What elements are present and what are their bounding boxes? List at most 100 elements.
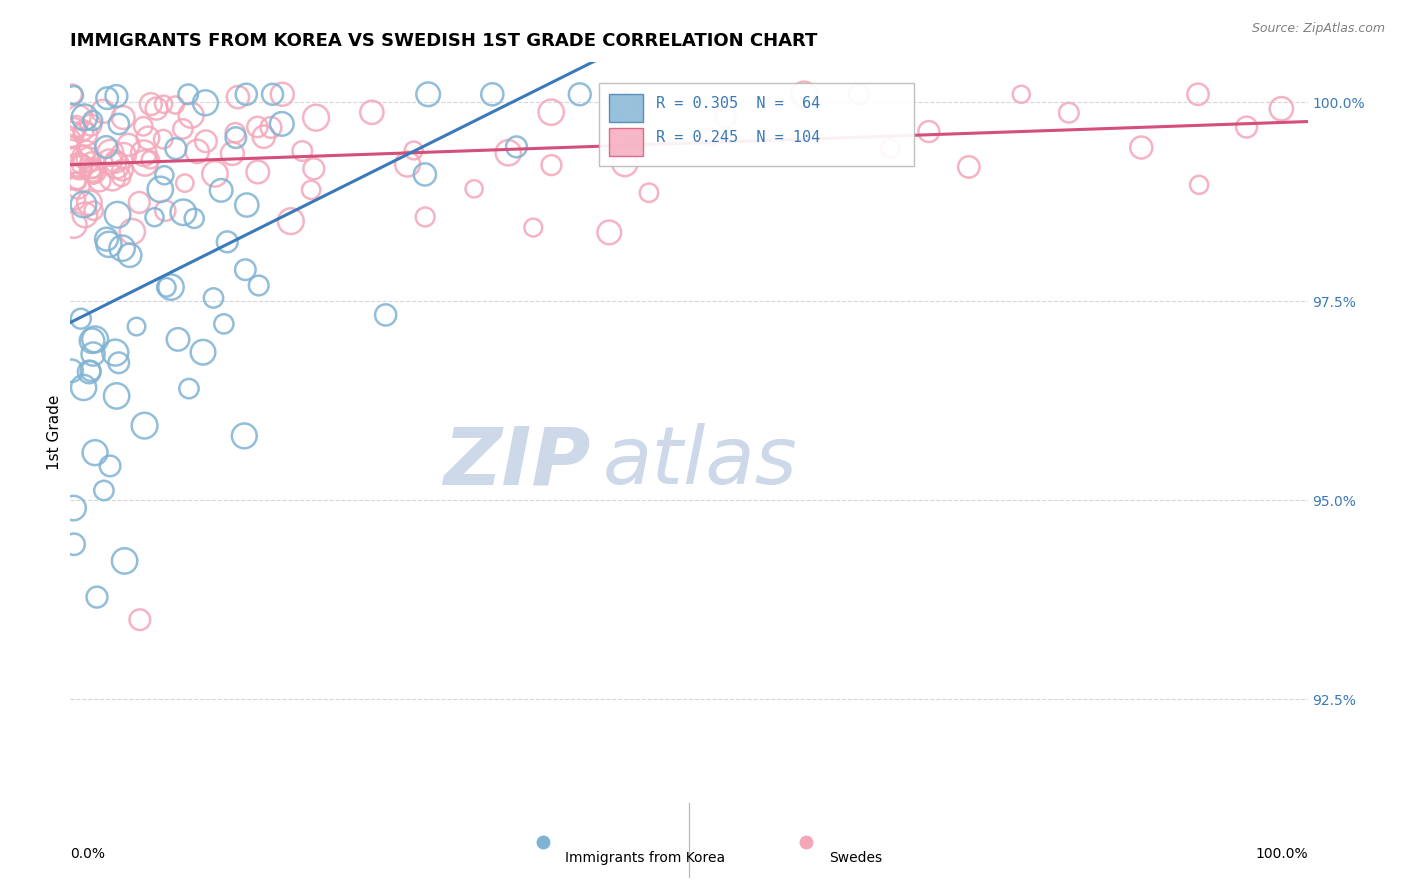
Point	[84, 332, 107, 346]
Point	[299, 183, 322, 197]
Point	[77, 365, 100, 379]
Point	[522, 220, 544, 235]
Point	[139, 97, 162, 112]
Point	[73, 208, 96, 222]
Point	[80, 162, 103, 177]
Point	[59, 132, 82, 146]
Point	[540, 105, 562, 120]
Point	[82, 347, 104, 361]
Point	[128, 195, 150, 210]
Point	[305, 111, 328, 125]
Point	[202, 291, 225, 305]
Point	[177, 382, 200, 396]
Point	[413, 168, 436, 182]
Point	[191, 345, 214, 359]
Point	[83, 164, 105, 178]
Point	[413, 210, 436, 224]
Point	[94, 140, 117, 154]
Point	[72, 150, 94, 164]
Point	[699, 130, 721, 145]
Point	[1130, 140, 1153, 154]
Point	[107, 208, 129, 222]
Point	[204, 167, 226, 181]
Point	[617, 97, 640, 112]
Point	[105, 89, 128, 103]
Point	[262, 87, 284, 102]
Point	[280, 214, 302, 228]
Point	[112, 111, 135, 125]
Text: IMMIGRANTS FROM KOREA VS SWEDISH 1ST GRADE CORRELATION CHART: IMMIGRANTS FROM KOREA VS SWEDISH 1ST GRA…	[70, 32, 818, 50]
Point	[172, 205, 194, 219]
Point	[96, 91, 118, 105]
Point	[97, 237, 120, 252]
Point	[96, 232, 118, 246]
Point	[86, 590, 108, 604]
Point	[66, 173, 89, 187]
Point	[114, 554, 136, 568]
Point	[180, 108, 202, 122]
Point	[75, 127, 97, 141]
Point	[80, 118, 103, 132]
Point	[233, 429, 256, 443]
Point	[70, 311, 93, 326]
Point	[149, 182, 172, 196]
Point	[84, 445, 107, 459]
Point	[165, 98, 187, 112]
Point	[194, 134, 217, 148]
Point	[496, 145, 519, 160]
Point	[98, 458, 121, 473]
Point	[173, 176, 195, 190]
Point	[111, 241, 134, 255]
Point	[72, 123, 94, 137]
Point	[132, 146, 155, 161]
Point	[186, 145, 208, 159]
Point	[209, 183, 232, 197]
Point	[108, 117, 131, 131]
Point	[613, 156, 636, 170]
Point	[374, 308, 396, 322]
Point	[1188, 178, 1211, 192]
Point	[105, 389, 128, 403]
Point	[402, 144, 425, 158]
Point	[101, 170, 124, 185]
Point	[132, 120, 155, 134]
Point	[62, 501, 84, 516]
Point	[1270, 102, 1292, 116]
Point	[235, 262, 257, 277]
Point	[98, 154, 121, 169]
Point	[80, 162, 103, 177]
Point	[136, 131, 159, 145]
Text: ZIP: ZIP	[443, 423, 591, 501]
Point	[67, 180, 90, 194]
Point	[89, 173, 111, 187]
Point	[72, 380, 94, 394]
Point	[505, 140, 527, 154]
Point	[134, 418, 156, 433]
Point	[221, 146, 243, 161]
Point	[62, 218, 84, 232]
Point	[481, 87, 503, 102]
Point	[76, 144, 98, 158]
Point	[80, 334, 103, 348]
Point	[226, 90, 249, 104]
Point	[246, 120, 269, 134]
Point	[172, 122, 194, 136]
Point	[167, 333, 190, 347]
Point	[66, 174, 89, 188]
Point	[63, 88, 86, 103]
Point	[271, 87, 294, 102]
Point	[793, 87, 815, 102]
Point	[134, 156, 156, 170]
Point	[1057, 105, 1080, 120]
Point	[165, 142, 187, 156]
Point	[194, 95, 217, 110]
Point	[67, 160, 90, 174]
Point	[128, 613, 150, 627]
Text: 0.0%: 0.0%	[70, 847, 105, 861]
Point	[73, 110, 96, 124]
Text: atlas: atlas	[602, 423, 797, 501]
Text: R = 0.305  N =  64: R = 0.305 N = 64	[655, 95, 820, 111]
FancyBboxPatch shape	[609, 128, 643, 156]
Point	[260, 120, 283, 135]
Point	[714, 110, 737, 124]
